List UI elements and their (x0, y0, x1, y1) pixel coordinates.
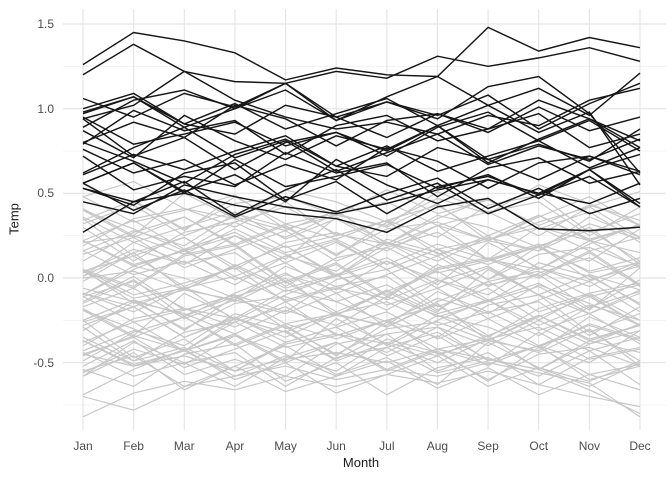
y-tick-label: -0.5 (33, 355, 54, 370)
series-line-gray (82, 287, 641, 330)
series-line-black (82, 158, 641, 208)
series-line-gray (82, 333, 641, 386)
series-line-gray (82, 268, 641, 321)
x-tick-label: Mar (173, 439, 195, 453)
series-line-black (82, 118, 641, 171)
series-line-gray (82, 255, 641, 296)
series-line-black (82, 70, 641, 135)
series-line-gray (82, 290, 641, 337)
series-line-gray (82, 236, 641, 282)
series-line-gray (82, 341, 641, 388)
series-line-black (82, 43, 641, 85)
series-line-gray (82, 197, 641, 245)
x-tick-label: May (274, 439, 297, 453)
series-line-gray (82, 191, 641, 237)
x-tick-label: Nov (578, 439, 601, 453)
series-line-gray (82, 241, 641, 291)
y-axis-title: Temp (6, 203, 22, 235)
y-tick-label: 0.5 (37, 186, 54, 201)
series-line-black (82, 92, 641, 186)
x-tick-label: Dec (629, 439, 651, 453)
x-tick-label: Oct (529, 439, 549, 453)
x-tick-label: Feb (123, 439, 144, 453)
series-line-gray (82, 245, 641, 298)
series-line-black (82, 75, 641, 174)
x-axis-title: Month (342, 455, 380, 470)
series-line-gray (82, 329, 641, 371)
series-line-gray (82, 190, 641, 237)
series-line-gray (82, 223, 641, 271)
series-line-black (82, 126, 641, 174)
x-tick-label: Aug (426, 439, 449, 453)
series-line-gray (82, 341, 641, 388)
series-line-gray (82, 362, 641, 418)
series-line-black (82, 104, 641, 147)
series-line-gray (82, 206, 641, 252)
y-tick-label: 1.5 (37, 17, 54, 31)
series-line-gray (82, 180, 641, 227)
series-line-black (82, 26, 641, 81)
series-line-gray (82, 292, 641, 342)
x-tick-label: Apr (225, 439, 245, 453)
series-line-black (82, 179, 641, 215)
series-line-gray (82, 326, 641, 372)
series-line-black (82, 138, 641, 185)
series-line-black (82, 168, 641, 217)
series-line-black (82, 72, 641, 122)
series-line-black (82, 153, 641, 200)
series-line-gray (82, 265, 641, 311)
series-line-gray (82, 323, 641, 371)
series-line-gray (82, 292, 641, 338)
series-line-gray (82, 280, 641, 328)
series-line-black (82, 151, 641, 198)
series-line-gray (82, 306, 641, 347)
series-line-gray (82, 370, 641, 418)
x-tick-label: Jan (73, 439, 93, 453)
series-line-gray (82, 355, 641, 396)
x-tick-label: Jun (326, 439, 346, 453)
series-line-gray (82, 206, 641, 247)
series-line-gray (82, 194, 641, 247)
series-line-gray (82, 263, 641, 310)
series-line-gray (82, 304, 641, 345)
series-line-black (82, 82, 641, 130)
series-line-black (82, 109, 641, 156)
y-tick-label: 1.0 (37, 101, 54, 116)
series-line-gray (82, 317, 641, 360)
series-line-black (82, 135, 641, 176)
y-tick-label: 0.0 (37, 271, 54, 285)
series-line-gray (82, 317, 641, 367)
x-tick-label: Sep (477, 439, 499, 453)
series-line-gray (82, 348, 641, 415)
series-line-black (82, 192, 641, 234)
series-line-black (82, 111, 641, 157)
series-line-black (82, 146, 641, 190)
x-tick-label: Jul (379, 439, 395, 453)
